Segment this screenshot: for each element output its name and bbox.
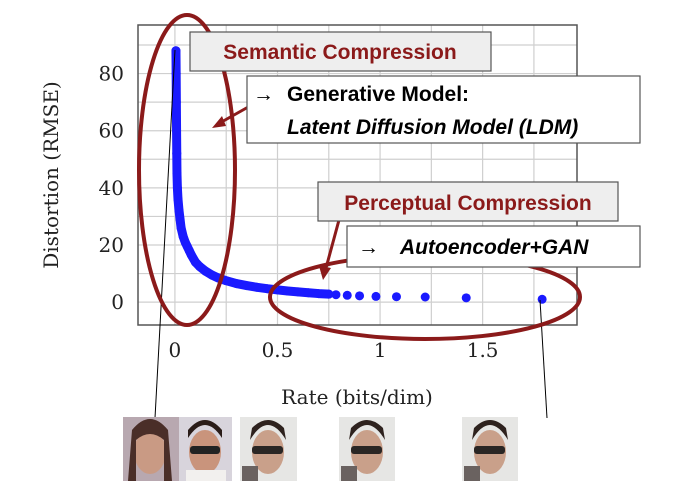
data-point [171, 97, 181, 107]
data-point [175, 214, 185, 224]
y-tick-label: 0 [111, 290, 124, 314]
data-point [172, 183, 182, 193]
sample-image-original-woman [123, 417, 179, 481]
data-point [174, 206, 184, 216]
sample-image-original-man [179, 417, 232, 481]
data-point [371, 291, 381, 301]
y-axis-ticks: 0 20 40 60 80 [99, 62, 124, 315]
y-axis-label: Distortion (RMSE) [39, 81, 63, 269]
data-point [195, 261, 205, 271]
perceptual-arrow [319, 219, 341, 280]
generative-model-label: Generative Model: [287, 83, 469, 106]
x-axis-ticks: 0 0.5 1 1.5 [169, 338, 499, 362]
x-tick-label: 0.5 [262, 338, 294, 362]
series-points [171, 46, 547, 304]
data-point [342, 290, 352, 300]
semantic-title-box [189, 31, 492, 72]
data-point [461, 293, 471, 303]
data-point [293, 287, 303, 297]
data-point [314, 289, 324, 299]
x-tick-label: 0 [169, 338, 182, 362]
autoencoder-gan-label: Autoencoder+GAN [399, 236, 589, 259]
data-point [176, 223, 186, 233]
data-point [420, 292, 430, 302]
data-point [171, 69, 181, 79]
data-point [331, 290, 341, 300]
generative-model-box [246, 75, 641, 144]
generative-arrow-glyph: → [253, 83, 274, 106]
autoencoder-arrow-glyph: → [358, 236, 379, 259]
semantic-arrow [212, 104, 251, 128]
data-point [172, 169, 182, 179]
sample-image-reconstruction-3 [462, 417, 518, 481]
data-point [173, 194, 183, 204]
y-tick-label: 40 [99, 176, 124, 200]
data-point [171, 46, 181, 56]
data-point [324, 289, 334, 299]
watermark: 知乎 @暨知 [568, 450, 669, 472]
perceptual-title: Perceptual Compression [344, 192, 591, 215]
data-point [172, 149, 182, 159]
data-point [303, 288, 313, 298]
x-tick-label: 1 [374, 338, 387, 362]
x-axis-label: Rate (bits/dim) [281, 385, 433, 409]
sample-image-reconstruction-2 [339, 417, 395, 481]
ldm-label: Latent Diffusion Model (LDM) [287, 116, 578, 139]
y-tick-label: 80 [99, 62, 124, 86]
semantic-title: Semantic Compression [223, 41, 456, 64]
data-point [537, 294, 547, 304]
data-point [391, 292, 401, 302]
sample-images [123, 417, 518, 481]
data-point [186, 250, 196, 260]
data-point [355, 291, 365, 301]
data-point [172, 126, 182, 136]
semantic-ellipse [137, 13, 237, 327]
leader-line-low-rate [154, 49, 176, 419]
y-tick-label: 20 [99, 233, 124, 257]
x-tick-label: 1.5 [467, 338, 499, 362]
y-tick-label: 60 [99, 119, 124, 143]
data-point [252, 282, 262, 292]
autoencoder-box [346, 225, 641, 268]
data-point [283, 286, 293, 296]
data-point [242, 281, 252, 291]
data-point [221, 276, 231, 286]
data-point [231, 279, 241, 289]
leader-line-high-rate [539, 299, 548, 419]
perceptual-title-box [317, 181, 619, 222]
sample-image-reconstruction-1 [240, 417, 297, 481]
